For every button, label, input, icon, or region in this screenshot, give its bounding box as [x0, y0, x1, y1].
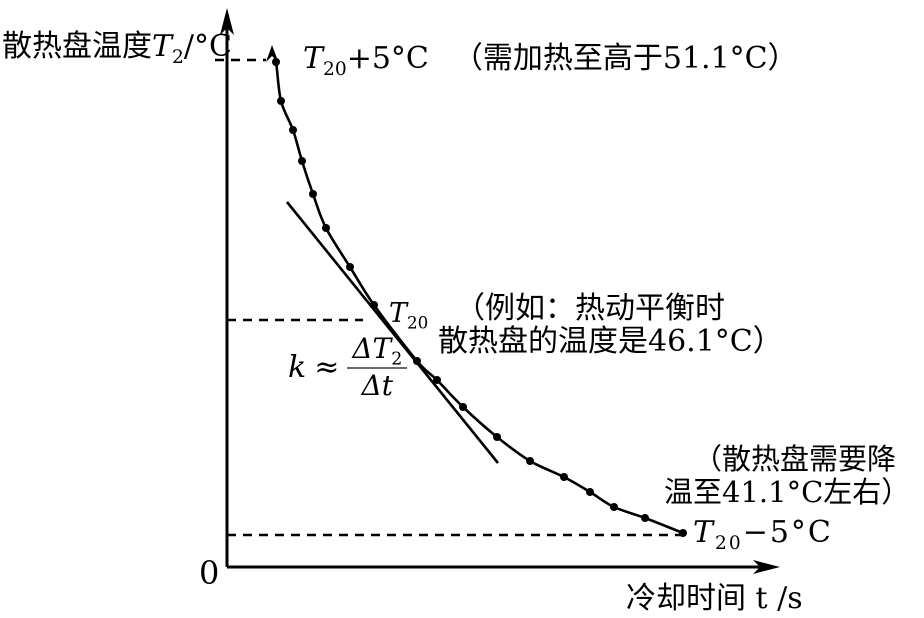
top-reference-symbol: T: [303, 41, 324, 76]
tangent-point-sub: 20: [407, 312, 429, 333]
mid-note-line2: 散热盘的温度是46.1°C）: [438, 324, 783, 359]
bottom-note-line1: （散热盘需要降: [693, 442, 897, 476]
tangent-line: [285, 201, 500, 464]
data-point-dot: [272, 58, 280, 66]
data-point-dot: [493, 433, 501, 441]
y-axis-label-cn: 散热盘温度: [2, 29, 152, 64]
y-axis-label: 散热盘温度T2/°C: [2, 29, 232, 67]
data-point-dot: [560, 473, 568, 481]
x-axis-arrowhead-icon: [753, 560, 780, 574]
bottom-reference-symbol: T: [693, 515, 716, 550]
formula-numerator-text: ΔT: [352, 332, 392, 365]
data-point-dot: [610, 503, 618, 511]
bottom-reference-label: T20−5°C: [693, 515, 833, 553]
top-reference-row: T20+5°C （需加热至高于51.1°C）: [303, 41, 798, 79]
curve-start-arrowhead-icon: [266, 45, 278, 62]
bottom-reference-sub: 20: [715, 533, 743, 554]
formula-fraction: ΔT2 Δt: [347, 332, 408, 402]
formula-denominator: Δt: [361, 368, 394, 402]
bottom-note-line2: 温至41.1°C左右）: [664, 475, 911, 509]
formula-lhs: k: [288, 350, 307, 386]
data-point-dot: [526, 457, 534, 465]
formula-numerator-sub: 2: [391, 349, 403, 370]
data-point-dot: [370, 301, 378, 309]
bottom-note: （散热盘需要降 温至41.1°C左右）: [664, 443, 910, 509]
mid-note: （例如：热动平衡时 散热盘的温度是46.1°C）: [438, 292, 783, 358]
data-point-dot: [586, 488, 594, 496]
slope-formula: k ≈ ΔT2 Δt: [288, 332, 408, 402]
tangent-point-label: T20: [389, 298, 429, 333]
data-point-dot: [641, 514, 649, 522]
data-point-dot: [298, 157, 306, 165]
y-axis-symbol-sub: 2: [172, 47, 184, 68]
data-point-dot: [322, 224, 330, 232]
data-point-dot: [679, 529, 687, 537]
y-axis-symbol: T: [152, 29, 173, 64]
bottom-reference-suffix: −5°C: [742, 515, 833, 550]
mid-note-line1: （例如：热动平衡时: [455, 291, 725, 326]
top-reference-suffix: +5°C: [346, 41, 429, 76]
y-axis-unit: /°C: [183, 29, 232, 64]
top-reference-sub: 20: [323, 59, 347, 80]
data-point-dot: [289, 126, 297, 134]
top-reference-label: T20+5°C: [303, 41, 429, 79]
top-reference-note: （需加热至高于51.1°C）: [452, 41, 798, 76]
tangent-point-symbol: T: [389, 298, 408, 329]
y-axis-arrowhead-icon: [220, 8, 234, 35]
data-point-dot: [459, 403, 467, 411]
formula-numerator: ΔT2: [347, 332, 408, 370]
data-point-dot: [346, 263, 354, 271]
origin-label: 0: [199, 554, 220, 592]
x-axis-label: 冷却时间 t /s: [626, 581, 803, 616]
formula-relation: ≈: [314, 350, 340, 386]
data-point-dot: [413, 357, 421, 365]
data-point-dot: [433, 376, 441, 384]
data-point-dot: [309, 190, 317, 198]
data-point-dot: [277, 97, 285, 105]
